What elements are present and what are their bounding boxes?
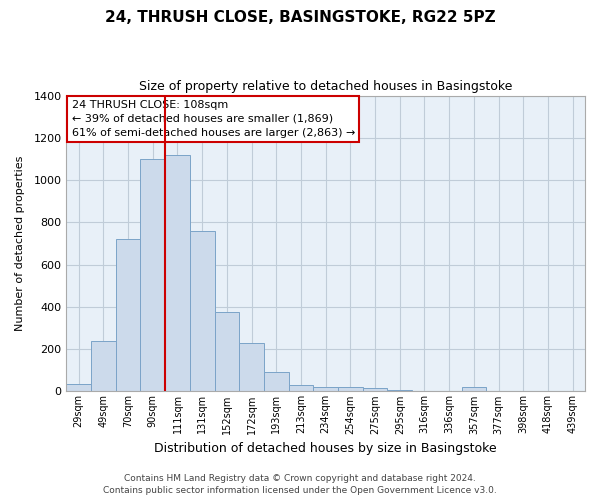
Bar (140, 159, 165, 392)
Text: 24 THRUSH CLOSE: 108sqm
← 39% of detached houses are smaller (1,869)
61% of semi: 24 THRUSH CLOSE: 108sqm ← 39% of detache… (71, 100, 355, 138)
Bar (215, 312, 239, 392)
Bar (67, 384, 91, 392)
Bar (388, 390, 412, 392)
Bar (116, 239, 140, 392)
Bar (363, 388, 388, 392)
Bar (338, 387, 363, 392)
Bar (313, 387, 338, 392)
Text: Contains HM Land Registry data © Crown copyright and database right 2024.
Contai: Contains HM Land Registry data © Crown c… (103, 474, 497, 495)
Bar (165, 154, 190, 392)
Bar (264, 372, 289, 392)
Bar (91, 340, 116, 392)
Title: Size of property relative to detached houses in Basingstoke: Size of property relative to detached ho… (139, 80, 512, 93)
Bar (239, 343, 264, 392)
X-axis label: Distribution of detached houses by size in Basingstoke: Distribution of detached houses by size … (154, 442, 497, 455)
Y-axis label: Number of detached properties: Number of detached properties (15, 156, 25, 331)
Bar (461, 387, 486, 392)
Bar (190, 231, 215, 392)
Bar (289, 385, 313, 392)
Text: 24, THRUSH CLOSE, BASINGSTOKE, RG22 5PZ: 24, THRUSH CLOSE, BASINGSTOKE, RG22 5PZ (104, 10, 496, 25)
